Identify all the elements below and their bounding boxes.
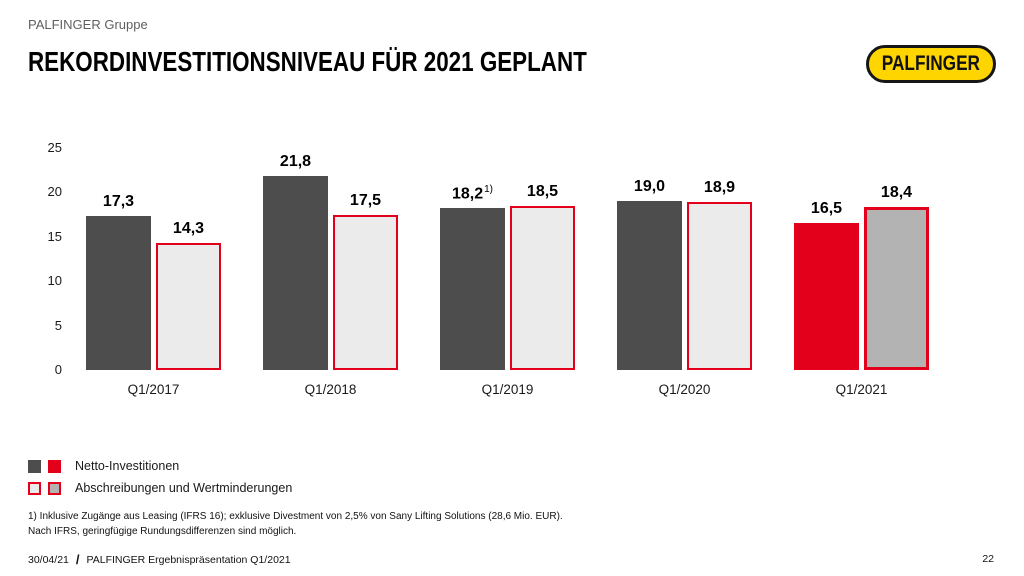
bar-column: 17,3 <box>86 148 151 370</box>
bar <box>333 215 398 370</box>
footer: 30/04/21 / PALFINGER Ergebnispräsentatio… <box>28 552 291 567</box>
footnote-line: 1) Inklusive Zugänge aus Leasing (IFRS 1… <box>28 511 563 522</box>
bar <box>440 208 505 370</box>
bar-column: 19,0 <box>617 148 682 370</box>
footnotes: 1) Inklusive Zugänge aus Leasing (IFRS 1… <box>28 509 563 539</box>
y-tick-label: 15 <box>47 228 62 244</box>
bar-column: 18,4 <box>864 148 929 370</box>
category-label: Q1/2017 <box>127 382 180 397</box>
bar-column: 16,5 <box>794 148 859 370</box>
footnote-line: Nach IFRS, geringfügige Rundungsdifferen… <box>28 526 297 537</box>
y-tick-label: 25 <box>47 140 62 155</box>
bar-group: 17,3 14,3 <box>86 148 221 370</box>
legend-label: Abschreibungen und Wertminderungen <box>75 481 293 495</box>
bar-column: 21,8 <box>263 148 328 370</box>
y-tick-label: 5 <box>54 317 62 333</box>
legend-row: Abschreibungen und Wertminderungen <box>28 480 292 496</box>
bar-value-label: 18,5 <box>526 183 559 200</box>
legend-swatch <box>28 459 41 473</box>
bar <box>617 201 682 370</box>
bar-value-label: 18,21) <box>451 183 494 202</box>
bar-value-label: 21,8 <box>279 153 312 170</box>
category-label: Q1/2019 <box>481 382 534 397</box>
bar <box>687 202 752 370</box>
bar-column: 18,5 <box>510 148 575 370</box>
bar-column: 18,21) <box>440 148 505 370</box>
footer-text: PALFINGER Ergebnispräsentation Q1/2021 <box>86 553 291 566</box>
category-label: Q1/2018 <box>304 382 357 397</box>
bar <box>510 206 575 370</box>
legend-swatch <box>28 481 41 495</box>
legend-swatch <box>48 481 61 495</box>
bar <box>156 243 221 370</box>
legend-row: Netto-Investitionen <box>28 458 292 474</box>
chart-legend: Netto-Investitionen Abschreibungen und We… <box>28 458 292 502</box>
bar-group: 18,21) 18,5 <box>440 148 575 370</box>
footer-separator: / <box>75 552 80 567</box>
bar-column: 14,3 <box>156 148 221 370</box>
bar-column: 17,5 <box>333 148 398 370</box>
y-tick-label: 10 <box>47 273 62 289</box>
slide-eyebrow: PALFINGER Gruppe <box>28 17 148 32</box>
plot-area: 17,3 14,3 21,8 17,5 18,21) 18,5 19,0 18,9 16,5 18… <box>86 148 956 370</box>
bar-group: 19,0 18,9 <box>617 148 752 370</box>
bar-group: 16,5 18,4 <box>794 148 929 370</box>
page-number: 22 <box>982 553 994 565</box>
bar <box>86 216 151 370</box>
bar-value-label: 14,3 <box>172 220 205 237</box>
page-title: REKORDINVESTITIONSNIVEAU FÜR 2021 GEPLAN… <box>28 46 587 77</box>
bar <box>864 207 929 370</box>
legend-swatch <box>48 459 61 473</box>
category-label: Q1/2020 <box>658 382 711 397</box>
bar <box>794 223 859 370</box>
footer-date: 30/04/21 <box>28 553 69 566</box>
bar-value-label: 19,0 <box>633 178 666 195</box>
bar-value-label: 18,4 <box>880 184 913 201</box>
bar-value-label: 17,3 <box>102 193 135 210</box>
legend-label: Netto-Investitionen <box>75 459 180 473</box>
bar-value-label: 17,5 <box>349 192 382 209</box>
bar-value-label: 18,9 <box>703 179 736 196</box>
palfinger-logo: PALFINGER <box>866 45 996 83</box>
bar-group: 21,8 17,5 <box>263 148 398 370</box>
bar <box>263 176 328 370</box>
bar-value-label: 16,5 <box>810 200 843 217</box>
palfinger-logo-text: PALFINGER <box>881 52 981 75</box>
y-tick-label: 0 <box>54 362 62 377</box>
y-tick-label: 20 <box>47 184 62 200</box>
bar-column: 18,9 <box>687 148 752 370</box>
category-label: Q1/2021 <box>835 382 888 397</box>
